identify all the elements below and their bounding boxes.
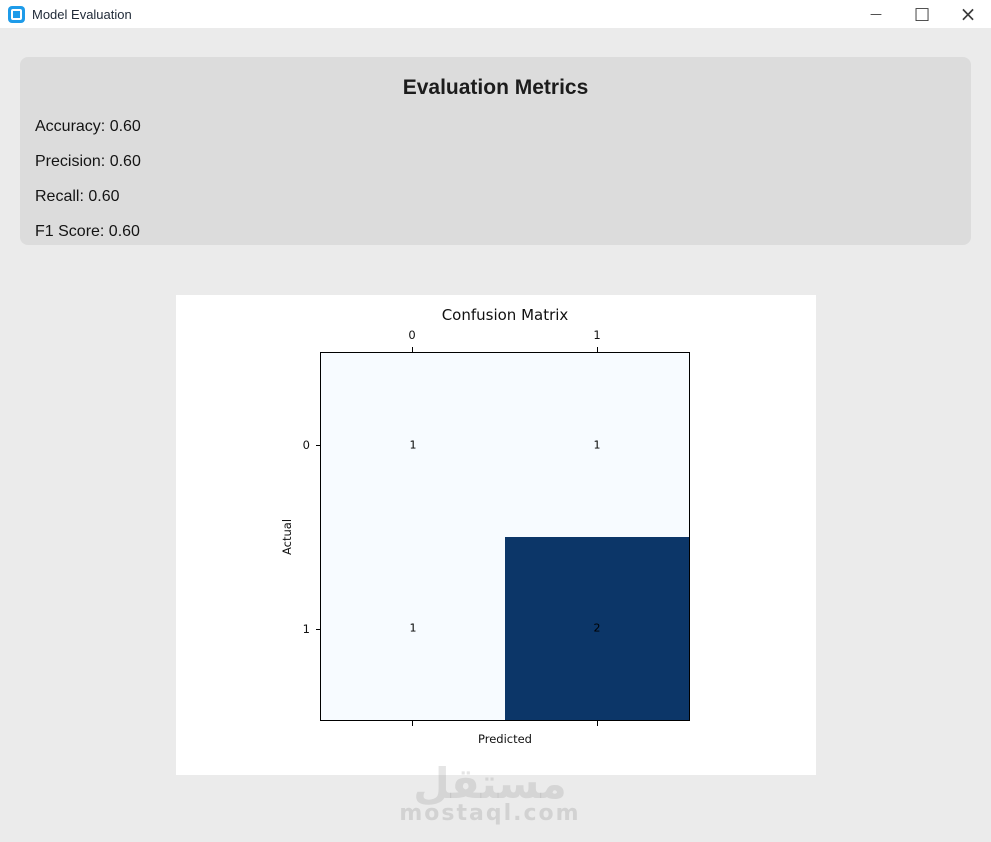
app-icon-square [11,8,22,20]
minimize-button[interactable]: — [853,0,899,28]
confusion-matrix-figure: Confusion Matrix 0 1 1 1 1 2 0 1 Actual … [176,295,816,775]
matrix-cell-1-1: 2 [505,536,689,720]
app-icon[interactable] [8,5,25,23]
matrix-value-1-0: 1 [409,621,417,635]
window-title: Model Evaluation [32,6,132,22]
metric-f1-score: F1 Score: 0.60 [35,223,140,240]
metric-accuracy: Accuracy: 0.60 [35,118,141,135]
heatmap-axes: 1 1 1 2 [320,352,690,721]
matrix-value-0-0: 1 [409,438,417,452]
maximize-button[interactable]: □ [899,0,945,28]
close-icon: × [959,2,977,26]
y-axis-label: Actual [280,518,294,556]
metric-precision: Precision: 0.60 [35,153,141,170]
tick-mark [597,721,598,726]
close-button[interactable]: × [945,0,991,28]
matrix-value-0-1: 1 [593,438,601,452]
matrix-cell-1-0: 1 [321,536,505,720]
x-tick-label-1: 1 [593,328,601,342]
metrics-panel-title: Evaluation Metrics [402,76,589,99]
tick-mark [597,347,598,352]
mostaql-domain: mostaql.com [399,801,581,826]
tick-mark [316,629,320,630]
tick-mark [316,445,320,446]
chart-title: Confusion Matrix [441,306,569,324]
metric-recall: Recall: 0.60 [35,188,120,205]
x-axis-label: Predicted [478,732,532,746]
metrics-panel: Evaluation Metrics Accuracy: 0.60 Precis… [20,57,971,245]
matrix-value-1-1: 2 [593,621,601,635]
y-tick-label-0: 0 [302,438,310,452]
tick-mark [412,347,413,352]
maximize-icon: □ [913,4,931,24]
matrix-cell-0-1: 1 [505,353,689,537]
minimize-icon: — [870,7,882,21]
matrix-cell-0-0: 1 [321,353,505,537]
y-tick-label-1: 1 [302,622,310,636]
title-bar: Model Evaluation — □ × [0,0,991,28]
x-tick-label-0: 0 [408,328,416,342]
tick-mark [412,721,413,726]
